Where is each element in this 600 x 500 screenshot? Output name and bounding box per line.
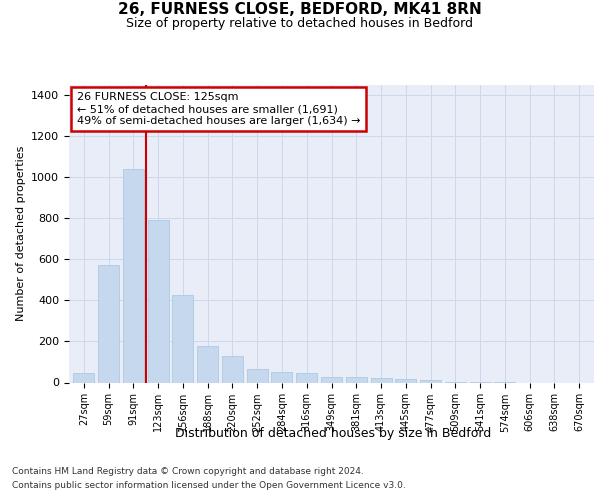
Bar — [73, 373, 94, 382]
Text: Size of property relative to detached houses in Bedford: Size of property relative to detached ho… — [127, 18, 473, 30]
Bar — [148, 220, 169, 382]
Bar — [420, 380, 441, 382]
Text: Contains HM Land Registry data © Crown copyright and database right 2024.: Contains HM Land Registry data © Crown c… — [12, 467, 364, 476]
Text: 26 FURNESS CLOSE: 125sqm
← 51% of detached houses are smaller (1,691)
49% of sem: 26 FURNESS CLOSE: 125sqm ← 51% of detach… — [77, 92, 361, 126]
Text: 26, FURNESS CLOSE, BEDFORD, MK41 8RN: 26, FURNESS CLOSE, BEDFORD, MK41 8RN — [118, 2, 482, 18]
Bar — [371, 378, 392, 382]
Bar — [172, 296, 193, 382]
Bar — [197, 346, 218, 383]
Bar — [395, 379, 416, 382]
Bar — [271, 372, 292, 382]
Y-axis label: Number of detached properties: Number of detached properties — [16, 146, 26, 322]
Bar — [222, 356, 243, 382]
Bar — [346, 377, 367, 382]
Text: Contains public sector information licensed under the Open Government Licence v3: Contains public sector information licen… — [12, 481, 406, 490]
Bar — [321, 377, 342, 382]
Bar — [123, 169, 144, 382]
Bar — [296, 373, 317, 382]
Text: Distribution of detached houses by size in Bedford: Distribution of detached houses by size … — [175, 428, 491, 440]
Bar — [247, 369, 268, 382]
Bar — [98, 264, 119, 382]
